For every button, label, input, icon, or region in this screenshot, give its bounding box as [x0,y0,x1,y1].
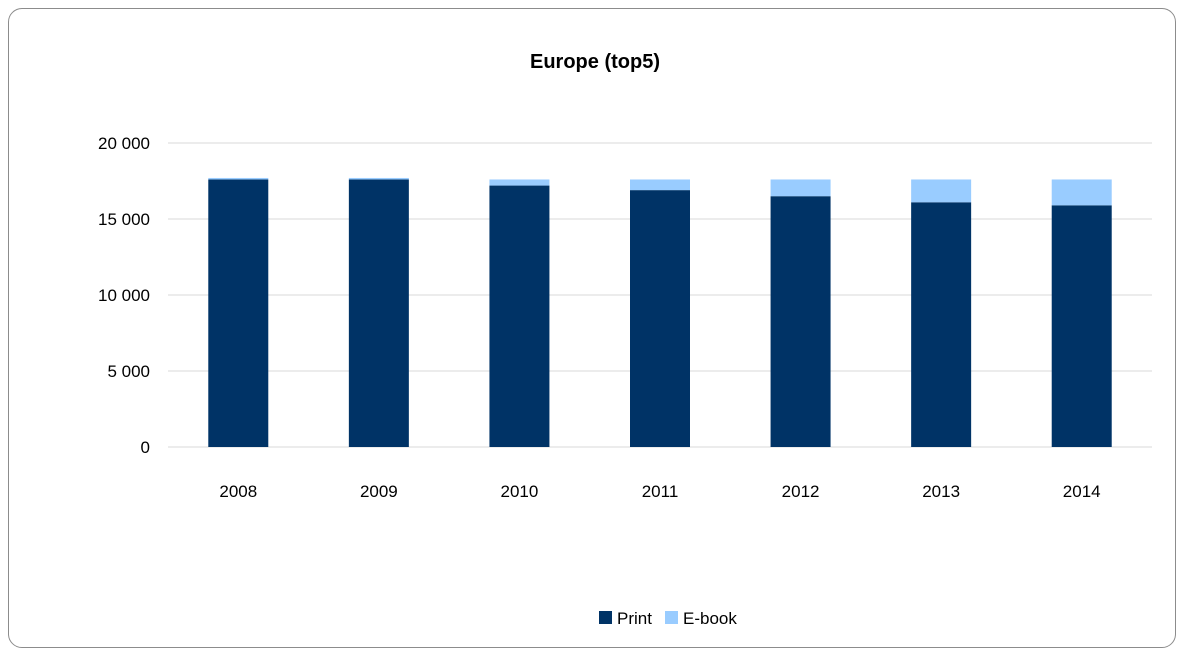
legend-label: E-book [683,609,737,628]
legend-label: Print [617,609,652,628]
bar-print-2008 [208,179,269,448]
x-tick-label: 2011 [642,482,679,501]
bar-chart: Europe (top5) 0 5 000 10 000 15 000 20 000 2… [98,51,1152,628]
x-tick-label: 2009 [360,482,398,501]
bar-print-2013 [911,202,972,447]
legend: Print E-book [599,609,737,628]
bar-e-book-2008 [208,177,269,180]
legend-swatch-print [599,611,612,624]
chart-title: Europe (top5) [530,51,660,73]
y-tick-label: 15 000 [98,210,150,229]
bar-print-2009 [348,179,409,448]
bar-e-book-2014 [1051,179,1112,206]
x-tick-label: 2012 [782,482,820,501]
y-axis-ticks: 0 5 000 10 000 15 000 20 000 [98,134,150,457]
y-tick-label: 5 000 [107,362,150,381]
bar-print-2011 [630,190,690,447]
x-tick-label: 2008 [219,482,257,501]
bar-e-book-2011 [630,179,690,191]
bar-print-2010 [489,185,550,447]
y-tick-label: 10 000 [98,286,150,305]
bar-e-book-2009 [348,177,409,180]
bar-e-book-2010 [489,179,550,186]
bar-print-2014 [1051,205,1112,447]
y-tick-label: 0 [141,438,150,457]
x-tick-label: 2010 [501,482,539,501]
x-axis-ticks: 2008 2009 2010 2011 2012 2013 2014 [219,482,1100,501]
y-tick-label: 20 000 [98,134,150,153]
bar-print-2012 [770,196,831,447]
bar-e-book-2013 [911,179,972,203]
legend-swatch-e-book [665,611,678,624]
chart-frame [8,8,1176,648]
x-tick-label: 2013 [922,482,960,501]
bar-e-book-2012 [770,179,831,197]
x-tick-label: 2014 [1063,482,1101,501]
bars [208,177,1112,448]
